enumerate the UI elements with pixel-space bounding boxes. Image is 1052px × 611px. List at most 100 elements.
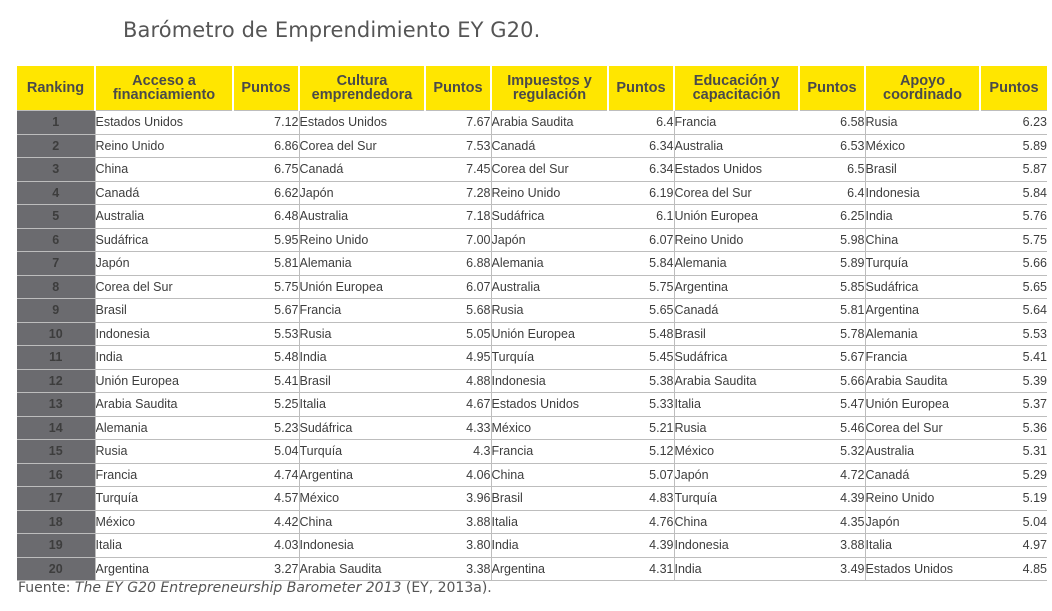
score-cell: 4.85: [980, 557, 1047, 581]
rank-cell: 14: [17, 416, 95, 440]
score-cell: 5.95: [233, 228, 299, 252]
score-cell: 6.86: [233, 134, 299, 158]
country-cell: Alemania: [490, 251, 608, 276]
score-cell: 5.46: [799, 416, 865, 440]
score-cell: 5.81: [799, 298, 865, 323]
score-cell: 5.67: [799, 345, 865, 370]
country-cell: Francia: [298, 298, 425, 323]
table-row: 15 Rusia 5.04 Turquía 4.3 Francia 5.12 México 5.…: [17, 439, 1047, 464]
rank-cell: 5: [17, 204, 95, 229]
score-cell: 4.33: [425, 416, 491, 440]
country-cell: Alemania: [94, 416, 233, 440]
score-cell: 5.89: [980, 134, 1047, 158]
score-cell: 5.05: [425, 322, 491, 346]
score-cell: 5.65: [980, 275, 1047, 299]
header-puntos: Puntos: [608, 66, 675, 111]
country-cell: India: [94, 345, 233, 370]
score-cell: 4.03: [233, 533, 299, 558]
country-cell: Australia: [673, 134, 799, 158]
header-category: Educación y capacitación: [674, 66, 800, 111]
barometer-table: Ranking Acceso a financiamiento Puntos Cult…: [17, 66, 1047, 581]
score-cell: 4.67: [425, 392, 491, 417]
country-cell: Sudáfrica: [673, 345, 799, 370]
country-cell: Japón: [490, 228, 608, 252]
rank-cell: 2: [17, 134, 95, 158]
score-cell: 7.53: [425, 134, 491, 158]
score-cell: 5.85: [799, 275, 865, 299]
country-cell: Turquía: [673, 486, 799, 511]
score-cell: 7.45: [425, 157, 491, 182]
rank-cell: 16: [17, 463, 95, 487]
table-body: 1 Estados Unidos 7.12 Estados Unidos 7.67 Ara…: [17, 110, 1047, 581]
country-cell: Arabia Saudita: [94, 392, 233, 417]
score-cell: 3.49: [799, 557, 865, 581]
source-title: The EY G20 Entrepreneurship Barometer 20…: [74, 580, 402, 596]
country-cell: Francia: [94, 463, 233, 487]
header-puntos: Puntos: [980, 66, 1047, 111]
score-cell: 6.4: [799, 181, 865, 205]
table-row: 11 India 5.48 India 4.95 Turquía 5.45 Sudáfrica…: [17, 345, 1047, 370]
score-cell: 5.41: [980, 345, 1047, 370]
country-cell: Corea del Sur: [673, 181, 799, 205]
rank-cell: 10: [17, 322, 95, 346]
header-ranking: Ranking: [17, 66, 96, 111]
score-cell: 5.89: [799, 251, 865, 276]
country-cell: Brasil: [490, 486, 608, 511]
score-cell: 5.84: [980, 181, 1047, 205]
score-cell: 4.76: [608, 510, 674, 534]
rank-cell: 18: [17, 510, 95, 534]
country-cell: Alemania: [864, 322, 980, 346]
country-cell: Reino Unido: [673, 228, 799, 252]
country-cell: Italia: [673, 392, 799, 417]
score-cell: 5.45: [608, 345, 674, 370]
country-cell: Indonesia: [864, 181, 980, 205]
country-cell: Francia: [490, 439, 608, 464]
score-cell: 7.67: [425, 110, 491, 135]
score-cell: 6.23: [980, 110, 1047, 135]
table-row: 8 Corea del Sur 5.75 Unión Europea 6.07 Austr…: [17, 275, 1047, 299]
country-cell: Japón: [864, 510, 980, 534]
score-cell: 6.4: [608, 110, 674, 135]
table-row: 18 México 4.42 China 3.88 Italia 4.76 China 4.35…: [17, 510, 1047, 534]
table-row: 12 Unión Europea 5.41 Brasil 4.88 Indonesia 5.…: [17, 369, 1047, 393]
score-cell: 7.28: [425, 181, 491, 205]
country-cell: Australia: [864, 439, 980, 464]
score-cell: 5.29: [980, 463, 1047, 487]
country-cell: Arabia Saudita: [490, 110, 608, 135]
score-cell: 5.32: [799, 439, 865, 464]
score-cell: 5.64: [980, 298, 1047, 323]
country-cell: Arabia Saudita: [864, 369, 980, 393]
country-cell: Corea del Sur: [94, 275, 233, 299]
country-cell: Turquía: [298, 439, 425, 464]
score-cell: 5.41: [233, 369, 299, 393]
rank-cell: 17: [17, 486, 95, 511]
country-cell: Canadá: [673, 298, 799, 323]
country-cell: Italia: [94, 533, 233, 558]
country-cell: Sudáfrica: [298, 416, 425, 440]
score-cell: 3.27: [233, 557, 299, 581]
source-note: Fuente: The EY G20 Entrepreneurship Baro…: [18, 580, 492, 596]
score-cell: 5.04: [980, 510, 1047, 534]
table-row: 5 Australia 6.48 Australia 7.18 Sudáfrica 6.1 U…: [17, 204, 1047, 229]
score-cell: 5.66: [980, 251, 1047, 276]
header-puntos: Puntos: [799, 66, 866, 111]
country-cell: Sudáfrica: [490, 204, 608, 229]
score-cell: 5.07: [608, 463, 674, 487]
country-cell: Argentina: [864, 298, 980, 323]
score-cell: 5.37: [980, 392, 1047, 417]
score-cell: 5.76: [980, 204, 1047, 229]
country-cell: Australia: [298, 204, 425, 229]
score-cell: 6.58: [799, 110, 865, 135]
country-cell: Francia: [864, 345, 980, 370]
country-cell: Estados Unidos: [94, 110, 233, 135]
country-cell: Alemania: [298, 251, 425, 276]
score-cell: 5.78: [799, 322, 865, 346]
country-cell: Italia: [864, 533, 980, 558]
header-puntos: Puntos: [425, 66, 492, 111]
country-cell: Argentina: [490, 557, 608, 581]
country-cell: Corea del Sur: [864, 416, 980, 440]
score-cell: 4.3: [425, 439, 491, 464]
country-cell: Canadá: [94, 181, 233, 205]
country-cell: Francia: [673, 110, 799, 135]
score-cell: 4.31: [608, 557, 674, 581]
